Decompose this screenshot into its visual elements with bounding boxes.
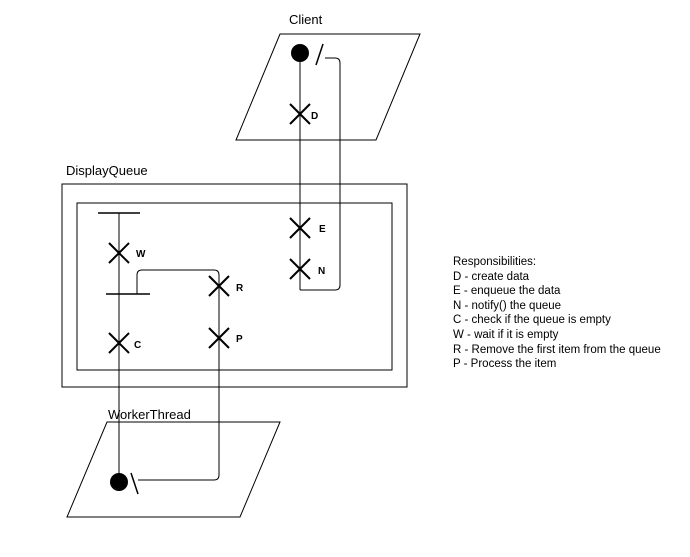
displayqueue-label: DisplayQueue xyxy=(66,163,148,178)
worker-end-bar xyxy=(130,472,139,495)
worker-loop-path xyxy=(136,269,220,481)
marker-w-label: W xyxy=(136,249,146,260)
client-start-dot xyxy=(291,44,309,62)
marker-w: W xyxy=(108,242,146,264)
legend-item-d: D - create data xyxy=(453,270,530,283)
legend-item-r: R - Remove the first item from the queue xyxy=(453,343,661,356)
displayqueue-outer-box xyxy=(61,183,408,388)
marker-p-label: P xyxy=(236,334,243,345)
marker-n-label: N xyxy=(318,266,325,277)
legend-title: Responsibilities: xyxy=(453,256,537,268)
marker-c: C xyxy=(108,332,141,354)
legend-item-e: E - enqueue the data xyxy=(453,285,561,298)
legend-item-n: N - notify() the queue xyxy=(453,299,562,312)
marker-p: P xyxy=(208,327,243,349)
legend-item-p: P - Process the item xyxy=(453,358,557,371)
marker-c-label: C xyxy=(134,340,141,351)
marker-e-label: E xyxy=(319,224,326,235)
client-label: Client xyxy=(289,12,323,27)
worker-start-dot xyxy=(110,473,128,491)
marker-e: E xyxy=(289,217,326,239)
workerthread-plane xyxy=(66,421,281,518)
marker-r: R xyxy=(208,275,244,297)
responsibilities-legend: Responsibilities: D - create data E - en… xyxy=(453,255,661,372)
marker-n: N xyxy=(289,258,325,280)
client-end-bar xyxy=(315,43,324,66)
displayqueue-inner-box xyxy=(76,202,393,371)
marker-r-label: R xyxy=(236,283,244,294)
client-plane xyxy=(235,33,421,141)
legend-item-c: C - check if the queue is empty xyxy=(453,314,611,327)
legend-item-w: W - wait if it is empty xyxy=(453,328,559,341)
marker-d: D xyxy=(289,103,318,125)
workerthread-label: WorkerThread xyxy=(108,407,191,422)
client-return-path xyxy=(300,57,341,291)
marker-d-label: D xyxy=(311,111,318,122)
